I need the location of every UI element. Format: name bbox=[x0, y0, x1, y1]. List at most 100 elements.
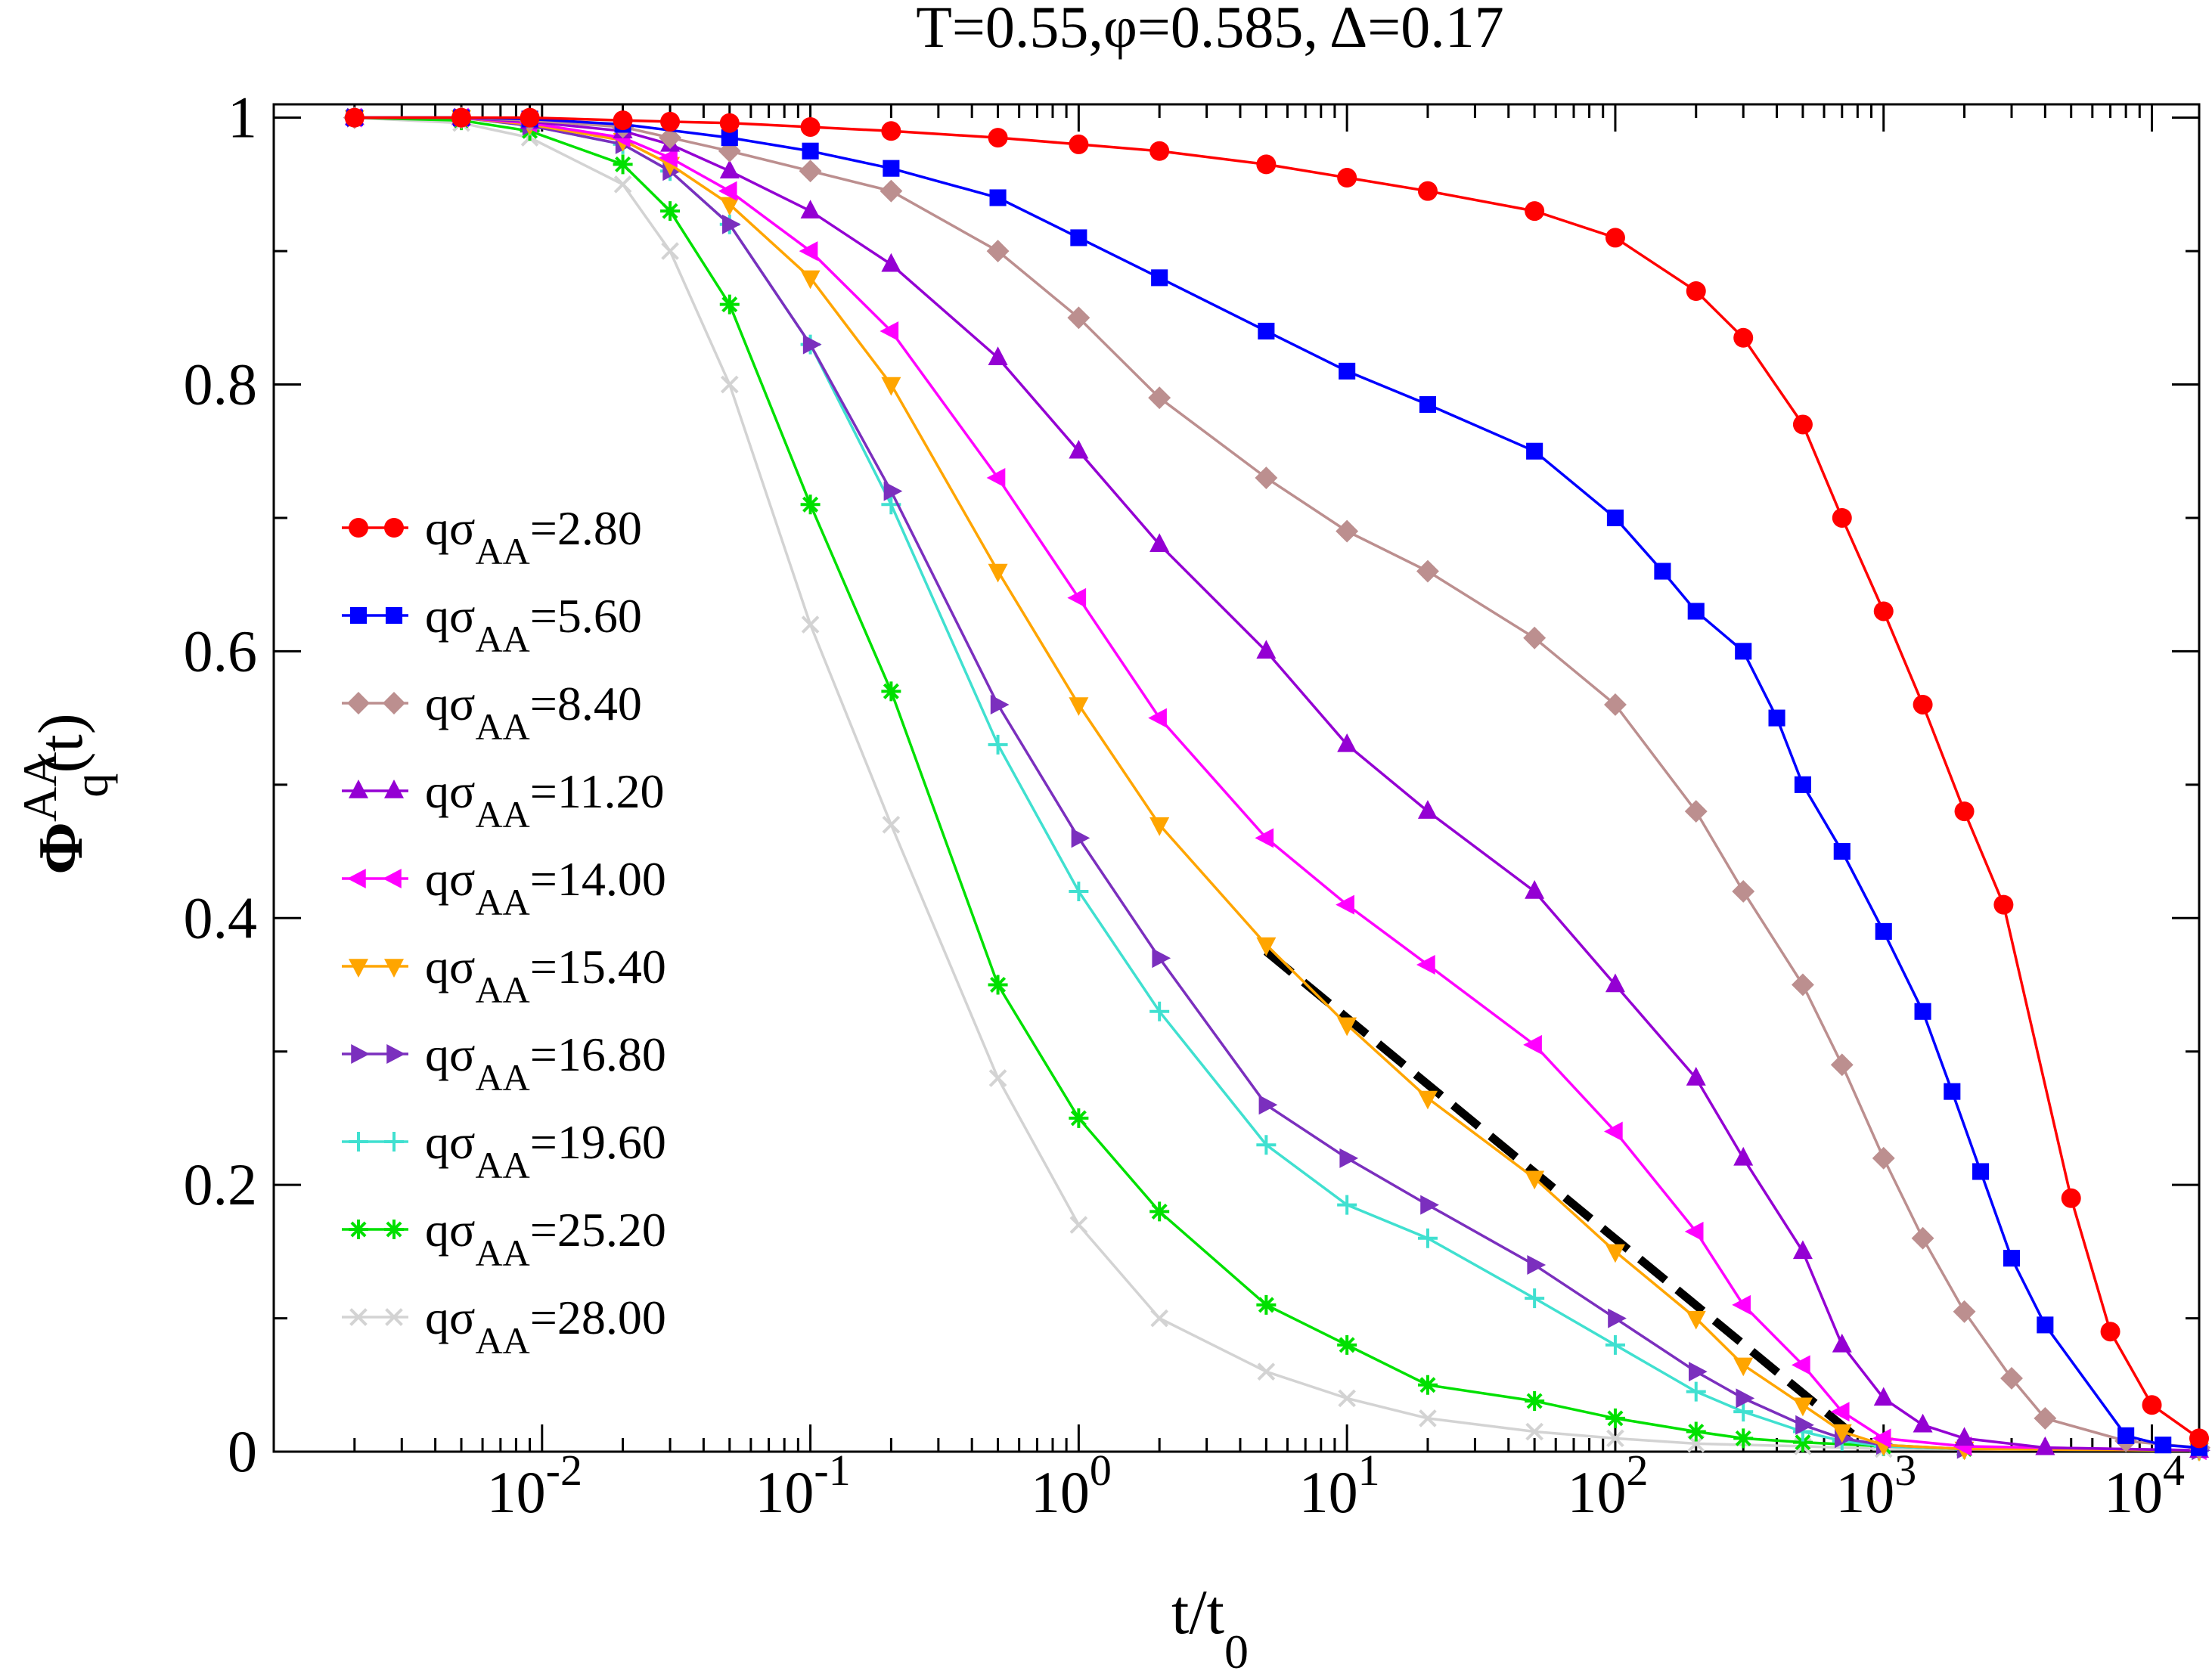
data-point bbox=[882, 815, 901, 834]
data-point bbox=[988, 1069, 1007, 1087]
legend-marker bbox=[349, 1132, 368, 1152]
data-point bbox=[880, 321, 899, 341]
data-point bbox=[1525, 201, 1545, 222]
x-tick-label: 10-1 bbox=[755, 1446, 850, 1525]
x-tick-label-base: 10 bbox=[2104, 1459, 2163, 1525]
legend-label-main: qσ bbox=[425, 1028, 476, 1081]
series-line bbox=[354, 116, 2200, 1449]
data-point bbox=[1069, 697, 1089, 716]
data-point bbox=[1257, 1362, 1276, 1381]
data-point bbox=[719, 197, 740, 216]
data-point bbox=[344, 107, 365, 128]
legend-item: qσAA=15.40 bbox=[342, 940, 666, 1011]
data-point bbox=[1872, 1146, 1895, 1170]
data-point bbox=[881, 253, 901, 272]
data-point bbox=[1686, 1310, 1706, 1330]
legend-label-sub: AA bbox=[476, 1319, 530, 1362]
legend-marker bbox=[349, 959, 368, 978]
legend-marker bbox=[384, 1132, 404, 1152]
data-point bbox=[1733, 1428, 1754, 1449]
data-point bbox=[1256, 154, 1277, 175]
legend-label-value: =14.00 bbox=[530, 852, 666, 906]
data-point bbox=[1953, 1300, 1976, 1323]
data-point bbox=[1792, 1240, 1813, 1260]
legend-label: qσAA=25.20 bbox=[425, 1203, 666, 1274]
data-point bbox=[1605, 1244, 1625, 1263]
legend-label-sub: AA bbox=[476, 705, 530, 748]
series-line bbox=[354, 116, 2200, 1452]
data-point bbox=[1654, 563, 1671, 580]
data-point bbox=[1792, 1397, 1813, 1417]
data-point bbox=[1150, 1309, 1168, 1328]
data-point bbox=[1070, 229, 1087, 246]
data-point bbox=[1336, 894, 1354, 915]
data-point bbox=[1337, 733, 1357, 752]
data-point bbox=[1416, 955, 1435, 975]
data-point bbox=[1419, 395, 1437, 414]
data-point bbox=[1417, 1090, 1438, 1110]
data-point bbox=[1526, 442, 1543, 460]
data-point bbox=[1419, 1409, 1437, 1427]
data-point bbox=[1336, 519, 1359, 543]
data-point bbox=[1603, 1121, 1623, 1142]
data-point bbox=[1605, 1334, 1625, 1355]
x-tick-label: 102 bbox=[1567, 1446, 1648, 1525]
data-point bbox=[986, 468, 1006, 488]
data-point bbox=[1525, 1288, 1545, 1309]
x-axis-label: t/t0 bbox=[1171, 1577, 1249, 1678]
legend-label-sub: AA bbox=[476, 793, 530, 835]
legend-marker bbox=[383, 692, 405, 714]
data-point bbox=[2003, 1250, 2021, 1267]
data-point bbox=[718, 139, 741, 163]
x-tick-label: 100 bbox=[1031, 1446, 1112, 1525]
data-point bbox=[1337, 1195, 1357, 1215]
legend-item: qσAA=8.40 bbox=[342, 677, 642, 748]
data-point bbox=[613, 110, 633, 131]
plot-area bbox=[272, 103, 2201, 1453]
legend-label-main: qσ bbox=[425, 852, 476, 906]
data-point bbox=[1686, 281, 1706, 302]
x-tick-label: 10-2 bbox=[487, 1446, 582, 1525]
data-point bbox=[1606, 509, 1624, 527]
data-point bbox=[1069, 134, 1089, 154]
data-point bbox=[719, 160, 740, 178]
legend-label-main: qσ bbox=[425, 589, 476, 643]
data-point bbox=[1417, 800, 1438, 819]
data-point bbox=[1148, 386, 1171, 410]
data-point bbox=[1605, 1408, 1625, 1428]
data-point bbox=[988, 346, 1008, 365]
data-point bbox=[1255, 466, 1278, 489]
legend-marker bbox=[349, 518, 368, 538]
data-point bbox=[1525, 880, 1545, 899]
legend-label-value: =5.60 bbox=[530, 589, 642, 643]
legend-label-value: =16.80 bbox=[530, 1028, 666, 1081]
data-point bbox=[1944, 1083, 1961, 1100]
data-point bbox=[1687, 603, 1705, 620]
legend-item: qσAA=25.20 bbox=[342, 1203, 666, 1274]
legend-marker bbox=[385, 606, 403, 625]
chart-title: T=0.55,φ=0.585, Δ=0.17 bbox=[916, 0, 1504, 60]
data-point bbox=[990, 694, 1010, 714]
data-point bbox=[2034, 1406, 2057, 1430]
series-qσAA=8.40 bbox=[343, 106, 2210, 1459]
series-group bbox=[343, 106, 2210, 1462]
y-axis-label-tail: (t) bbox=[26, 713, 96, 773]
data-point bbox=[1069, 439, 1089, 459]
data-point bbox=[1733, 1357, 1754, 1377]
x-tick-label-exponent: 3 bbox=[1894, 1446, 1916, 1495]
data-point bbox=[1149, 1201, 1170, 1222]
data-point bbox=[1527, 1254, 1547, 1275]
legend-label-sub: AA bbox=[476, 618, 530, 660]
data-point bbox=[802, 142, 819, 160]
x-axis-label-main: t/t bbox=[1171, 1577, 1224, 1647]
data-point bbox=[719, 113, 740, 133]
data-point bbox=[883, 481, 903, 501]
legend-label-sub: AA bbox=[476, 969, 530, 1011]
legend-label-sub: AA bbox=[476, 1056, 530, 1099]
data-point bbox=[986, 240, 1010, 263]
legend-item: qσAA=14.00 bbox=[342, 852, 666, 923]
data-point bbox=[718, 181, 737, 201]
data-point bbox=[881, 121, 901, 141]
data-point bbox=[1795, 1415, 1814, 1435]
data-point bbox=[2100, 1322, 2120, 1342]
